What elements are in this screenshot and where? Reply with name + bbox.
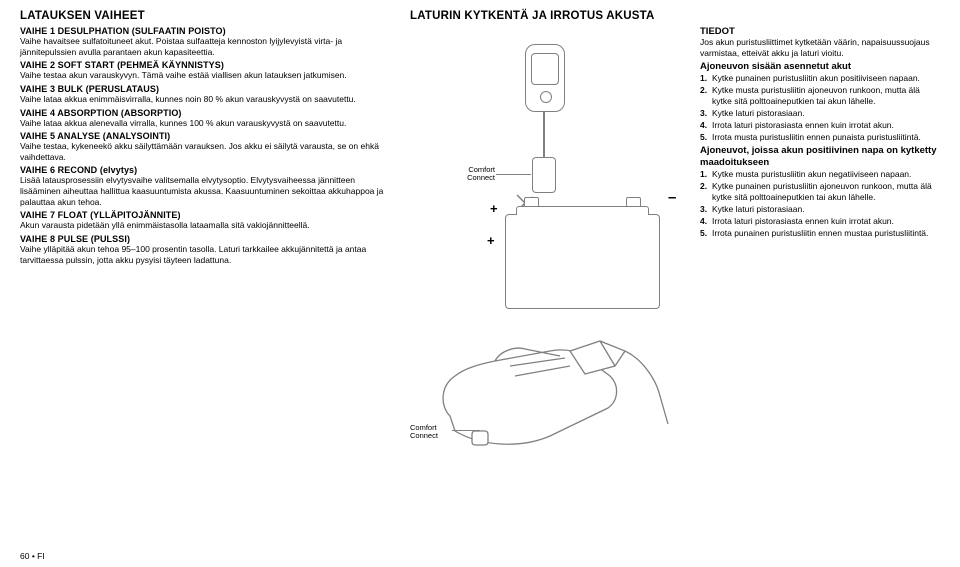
sec1-item-3-text: Kytke laturi pistorasiaan.	[712, 108, 805, 118]
section-2-title: Ajoneuvot, joissa akun positiivinen napa…	[700, 145, 940, 168]
phase-7-title: VAIHE 7 FLOAT (YLLÄPITOJÄNNITE)	[20, 210, 390, 220]
phase-3-body: Vaihe lataa akkua enimmäisvirralla, kunn…	[20, 94, 390, 105]
phase-7: VAIHE 7 FLOAT (YLLÄPITOJÄNNITE) Akun var…	[20, 210, 390, 231]
battery-positive-terminal	[524, 197, 539, 207]
battery-box	[505, 214, 660, 309]
left-main-title: LATAUKSEN VAIHEET	[20, 10, 390, 22]
sec1-item-4-text: Irrota laturi pistorasiasta ennen kuin i…	[712, 120, 894, 130]
sec1-item-5-text: Irrota musta puristusliitin ennen punais…	[712, 132, 921, 142]
tiedot-title: TIEDOT	[700, 26, 940, 37]
tiedot-body: Jos akun puristusliittimet kytketään vää…	[700, 37, 940, 59]
sec2-item-4: 4.Irrota laturi pistorasiasta ennen kuin…	[700, 216, 940, 227]
sec1-item-2-text: Kytke musta puristusliitin ajoneuvon run…	[712, 85, 920, 106]
phase-8-title: VAIHE 8 PULSE (PULSSI)	[20, 234, 390, 244]
mid-main-title: LATURIN KYTKENTÄ JA IRROTUS AKUSTA	[410, 10, 680, 22]
sec1-item-4: 4.Irrota laturi pistorasiasta ennen kuin…	[700, 120, 940, 131]
phase-1-title: VAIHE 1 DESULPHATION (SULFAATIN POISTO)	[20, 26, 390, 36]
comfort-connect-label-2: Comfort Connect	[410, 424, 460, 441]
phase-3: VAIHE 3 BULK (PERUSLATAUS) Vaihe lataa a…	[20, 84, 390, 105]
sec2-item-1: 1.Kytke musta puristusliitin akun negati…	[700, 169, 940, 180]
phase-8: VAIHE 8 PULSE (PULSSI) Vaihe ylläpitää a…	[20, 234, 390, 265]
sec2-item-2: 2.Kytke punainen puristusliitin ajoneuvo…	[700, 181, 940, 203]
phase-1: VAIHE 1 DESULPHATION (SULFAATIN POISTO) …	[20, 26, 390, 57]
sec2-item-5-text: Irrota punainen puristusliitin ennen mus…	[712, 228, 928, 238]
battery-top-cover	[516, 206, 649, 215]
phase-7-body: Akun varausta pidetään yllä enimmäistaso…	[20, 220, 390, 231]
phase-6: VAIHE 6 RECOND (elvytys) Lisää latauspro…	[20, 165, 390, 207]
sec1-item-2: 2.Kytke musta puristusliitin ajoneuvon r…	[700, 85, 940, 107]
sec2-item-3-text: Kytke laturi pistorasiaan.	[712, 204, 805, 214]
connection-diagram: Comfort Connect + + –	[410, 26, 680, 486]
sec2-item-4-text: Irrota laturi pistorasiasta ennen kuin i…	[712, 216, 894, 226]
plus-sign-1: +	[490, 201, 498, 216]
phase-4-title: VAIHE 4 ABSORPTION (ABSORPTIO)	[20, 108, 390, 118]
label-leader-1	[496, 174, 531, 175]
comfort-connect-label-1: Comfort Connect	[445, 166, 495, 183]
phase-6-title: VAIHE 6 RECOND (elvytys)	[20, 165, 390, 175]
charger-screen	[531, 53, 559, 85]
phase-5-body: Vaihe testaa, kykeneekö akku säilyttämää…	[20, 141, 390, 162]
sec1-item-5: 5.Irrota musta puristusliitin ennen puna…	[700, 132, 940, 143]
sec2-item-2-text: Kytke punainen puristusliitin ajoneuvon …	[712, 181, 932, 202]
phase-2: VAIHE 2 SOFT START (PEHMEÄ KÄYNNISTYS) V…	[20, 60, 390, 81]
sec1-item-1-text: Kytke punainen puristusliitin akun posit…	[712, 73, 920, 83]
phase-3-title: VAIHE 3 BULK (PERUSLATAUS)	[20, 84, 390, 94]
sec2-item-3: 3.Kytke laturi pistorasiaan.	[700, 204, 940, 215]
comfort-connector	[532, 157, 556, 193]
sec2-item-5: 5.Irrota punainen puristusliitin ennen m…	[700, 228, 940, 239]
label-leader-2	[452, 430, 480, 431]
phase-4: VAIHE 4 ABSORPTION (ABSORPTIO) Vaihe lat…	[20, 108, 390, 129]
section-2-list: 1.Kytke musta puristusliitin akun negati…	[700, 169, 940, 239]
phase-1-body: Vaihe havaitsee sulfatoituneet akut. Poi…	[20, 36, 390, 57]
middle-column: LATURIN KYTKENTÄ JA IRROTUS AKUSTA Comfo…	[410, 10, 680, 486]
phase-5-title: VAIHE 5 ANALYSE (ANALYSOINTI)	[20, 131, 390, 141]
right-column: TIEDOT Jos akun puristusliittimet kytket…	[700, 10, 940, 486]
phase-4-body: Vaihe lataa akkua alenevalla virralla, k…	[20, 118, 390, 129]
phase-6-body: Lisää latausprosessiin elvytysvaihe vali…	[20, 175, 390, 207]
battery-negative-terminal	[626, 197, 641, 207]
charger-button	[540, 91, 552, 103]
charger-device	[525, 44, 565, 112]
page-layout: LATAUKSEN VAIHEET VAIHE 1 DESULPHATION (…	[20, 10, 940, 486]
section-1-list: 1.Kytke punainen puristusliitin akun pos…	[700, 73, 940, 143]
minus-sign: –	[668, 189, 676, 206]
section-1-title: Ajoneuvon sisään asennetut akut	[700, 61, 940, 72]
charger-cable	[543, 112, 545, 157]
sec2-item-1-text: Kytke musta puristusliitin akun negatiiv…	[712, 169, 911, 179]
sec1-item-3: 3.Kytke laturi pistorasiaan.	[700, 108, 940, 119]
phase-2-title: VAIHE 2 SOFT START (PEHMEÄ KÄYNNISTYS)	[20, 60, 390, 70]
left-column: LATAUKSEN VAIHEET VAIHE 1 DESULPHATION (…	[20, 10, 390, 486]
phase-5: VAIHE 5 ANALYSE (ANALYSOINTI) Vaihe test…	[20, 131, 390, 162]
phase-2-body: Vaihe testaa akun varauskyvyn. Tämä vaih…	[20, 70, 390, 81]
phase-8-body: Vaihe ylläpitää akun tehoa 95–100 prosen…	[20, 244, 390, 265]
sec1-item-1: 1.Kytke punainen puristusliitin akun pos…	[700, 73, 940, 84]
page-footer: 60 • FI	[20, 551, 45, 561]
plus-sign-2: +	[487, 233, 495, 248]
